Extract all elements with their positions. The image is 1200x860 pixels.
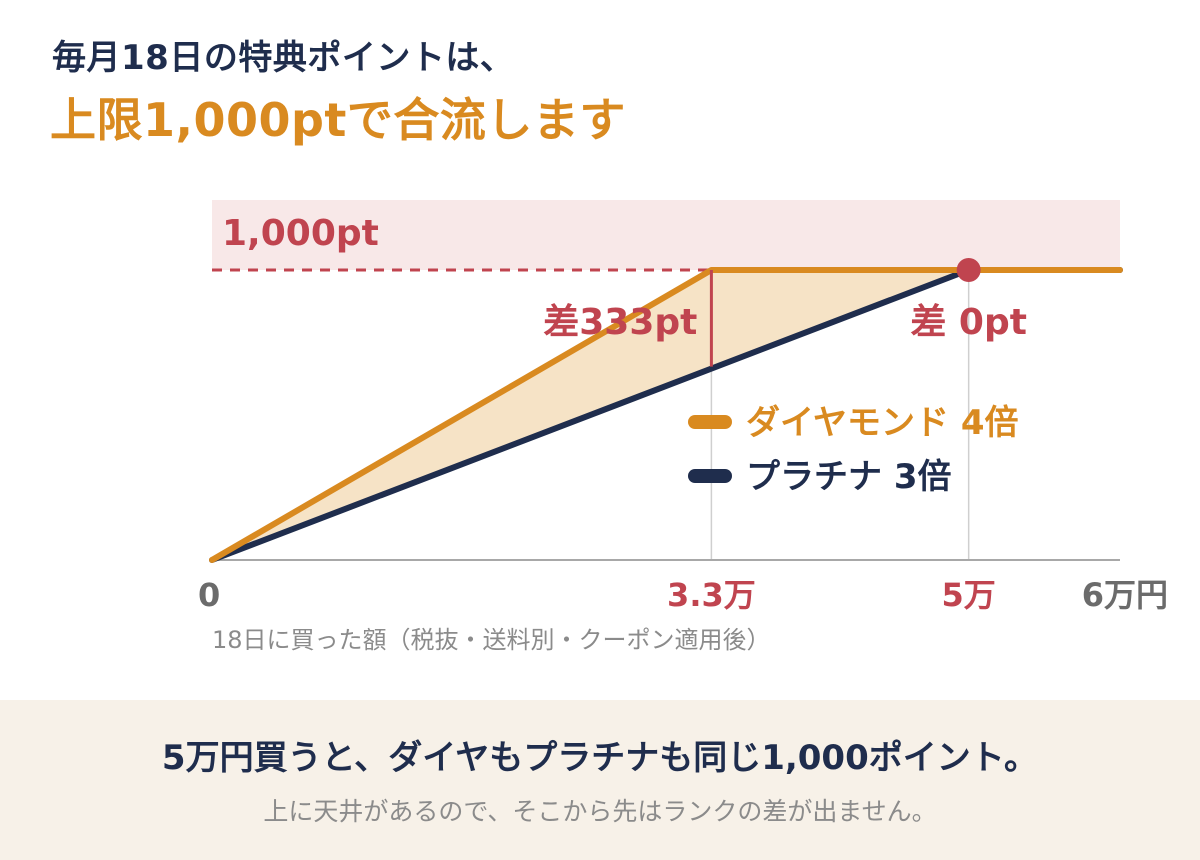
x-tick-label-0: 0 [198, 576, 220, 614]
title-line-2: 上限1,000ptで合流します [50, 93, 626, 147]
summary-main: 5万円買うと、ダイヤもプラチナも同じ1,000ポイント。 [161, 738, 1039, 778]
cap-label: 1,000pt [222, 213, 379, 254]
x-tick-label-3: 6万円 [1082, 576, 1168, 614]
summary-sub: 上に天井があるので、そこから先はランクの差が出ません。 [263, 797, 937, 826]
gap-label-0: 差 0pt [910, 302, 1027, 343]
title-line-1: 毎月18日の特典ポイントは、 [52, 38, 515, 78]
x-tick-label-2: 5万 [942, 576, 996, 614]
legend-label-0: ダイヤモンド 4倍 [746, 403, 1018, 443]
x-tick-label-1: 3.3万 [667, 576, 756, 614]
legend-label-1: プラチナ 3倍 [746, 457, 952, 497]
merge-point [956, 258, 981, 282]
x-axis-label: 18日に買った額（税抜・送料別・クーポン適用後） [212, 626, 771, 654]
gap-label-333: 差333pt [543, 302, 697, 343]
gap-area [212, 270, 1120, 560]
summary-footer: 5万円買うと、ダイヤもプラチナも同じ1,000ポイント。 上に天井があるので、そ… [0, 700, 1200, 860]
